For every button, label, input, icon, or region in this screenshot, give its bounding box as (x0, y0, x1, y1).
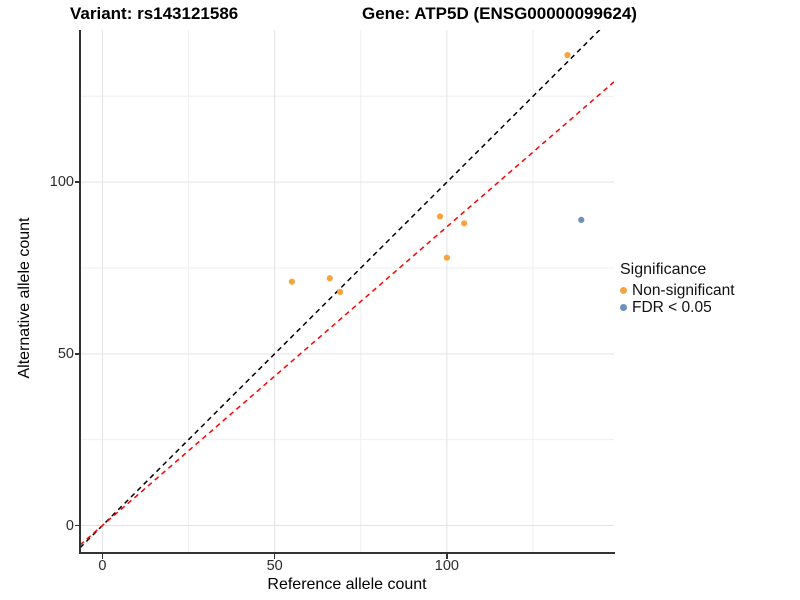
y-axis-tick (74, 524, 79, 527)
data-point-nonsignificant (436, 213, 444, 220)
expected-ratio-line (80, 81, 614, 546)
legend-dot-icon (620, 304, 627, 311)
y-axis-label: Alternative allele count (16, 217, 33, 379)
plot-title-variant: Variant: rs143121586 (70, 4, 239, 23)
x-axis-tick (446, 554, 448, 559)
legend-item-label: FDR < 0.05 (632, 298, 712, 316)
data-point-nonsignificant (564, 51, 571, 59)
x-tick-label: 50 (266, 558, 283, 574)
data-point-nonsignificant (461, 220, 468, 227)
data-point-nonsignificant (288, 278, 295, 285)
legend: Significance Non-significant FDR < 0.05 (620, 261, 735, 316)
y-tick-label: 50 (57, 345, 74, 362)
x-tick-label: 0 (98, 558, 107, 574)
plot-title-gene: Gene: ATP5D (ENSG00000099624) (362, 4, 637, 23)
legend-title: Significance (620, 261, 707, 278)
x-axis-line (79, 552, 615, 554)
data-point-nonsignificant (326, 275, 333, 282)
legend-item-label: Non-significant (632, 281, 735, 299)
identity-line (80, 30, 601, 549)
y-tick-label: 0 (65, 517, 74, 534)
x-axis-tick (101, 554, 104, 559)
y-axis-tick (74, 181, 79, 183)
data-point-fdr (578, 216, 585, 224)
y-axis-tick (74, 353, 79, 355)
y-axis-line (79, 30, 81, 554)
legend-item: FDR < 0.05 (620, 299, 735, 316)
legend-dot-icon (620, 287, 627, 294)
data-point-nonsignificant (337, 288, 344, 296)
x-axis-label: Reference allele count (267, 576, 427, 593)
x-tick-label: 100 (434, 558, 459, 574)
x-axis-tick (273, 554, 276, 559)
y-tick-label: 100 (49, 174, 74, 191)
plot-panel (80, 30, 614, 553)
legend-item: Non-significant (620, 282, 735, 299)
legend-items: Non-significant FDR < 0.05 (620, 282, 735, 316)
data-point-nonsignificant (443, 254, 451, 261)
